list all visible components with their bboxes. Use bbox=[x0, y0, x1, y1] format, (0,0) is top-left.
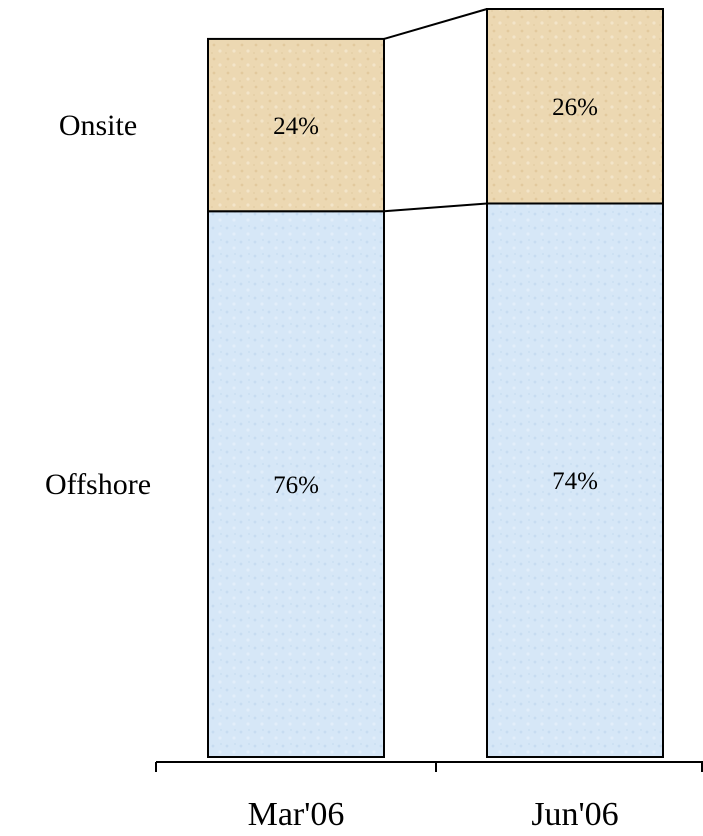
bars-layer bbox=[207, 8, 664, 759]
series-label-offshore: Offshore bbox=[45, 468, 151, 501]
category-label-jun-06: Jun'06 bbox=[531, 796, 618, 833]
series-label-onsite: Onsite bbox=[59, 109, 137, 142]
connector-lines bbox=[383, 8, 488, 213]
bar-onsite-jun-06 bbox=[486, 8, 664, 205]
data-label-onsite-mar-06: 24% bbox=[273, 113, 319, 140]
connector-line bbox=[383, 8, 488, 40]
bar-offshore-mar-06 bbox=[207, 210, 385, 758]
x-axis bbox=[155, 761, 703, 772]
bar-onsite-mar-06 bbox=[207, 37, 385, 213]
labels-layer: 76% 24% Mar'06 74% 26% Jun'06 Offshore Onsite bbox=[45, 94, 619, 833]
data-label-offshore-jun-06: 74% bbox=[552, 468, 598, 495]
data-label-onsite-jun-06: 26% bbox=[552, 94, 598, 121]
connector-line bbox=[383, 202, 488, 213]
data-label-offshore-mar-06: 76% bbox=[273, 472, 319, 499]
category-label-mar-06: Mar'06 bbox=[248, 796, 345, 833]
